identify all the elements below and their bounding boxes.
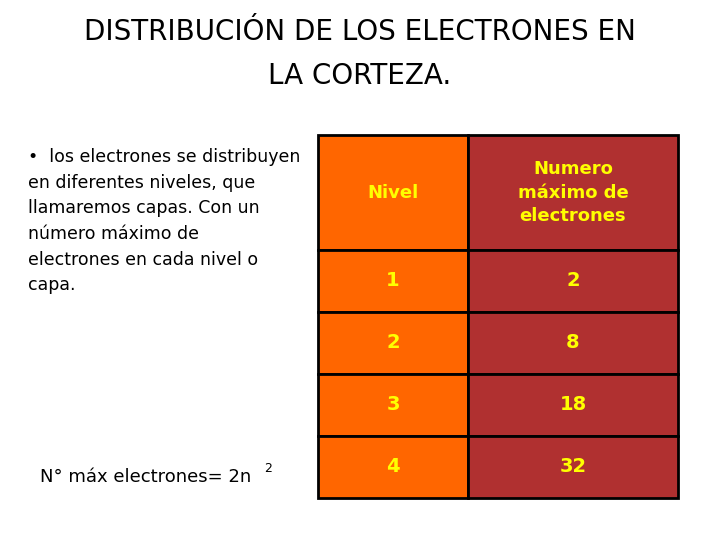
Text: 3: 3 [386,395,400,415]
Text: 2: 2 [264,462,272,475]
Text: 2: 2 [566,272,580,291]
Text: 32: 32 [559,457,587,476]
Text: 8: 8 [566,334,580,353]
Bar [318,374,468,436]
Bar [468,374,678,436]
Text: LA CORTEZA.: LA CORTEZA. [269,62,451,90]
Text: 4: 4 [386,457,400,476]
Bar [468,436,678,498]
Text: Numero
máximo de
electrones: Numero máximo de electrones [518,160,629,225]
Text: •  los electrones se distribuyen
en diferentes niveles, que
llamaremos capas. Co: • los electrones se distribuyen en difer… [28,148,300,294]
Bar [318,436,468,498]
Bar [468,250,678,312]
Text: 2: 2 [386,334,400,353]
Text: 18: 18 [559,395,587,415]
Text: N° máx electrones= 2n: N° máx electrones= 2n [40,468,251,486]
Bar [318,312,468,374]
Text: Nivel: Nivel [367,184,418,201]
Bar [318,135,468,250]
Bar [318,250,468,312]
Bar [468,312,678,374]
Text: DISTRIBUCIÓN DE LOS ELECTRONES EN: DISTRIBUCIÓN DE LOS ELECTRONES EN [84,18,636,46]
Bar [468,135,678,250]
Text: 1: 1 [386,272,400,291]
